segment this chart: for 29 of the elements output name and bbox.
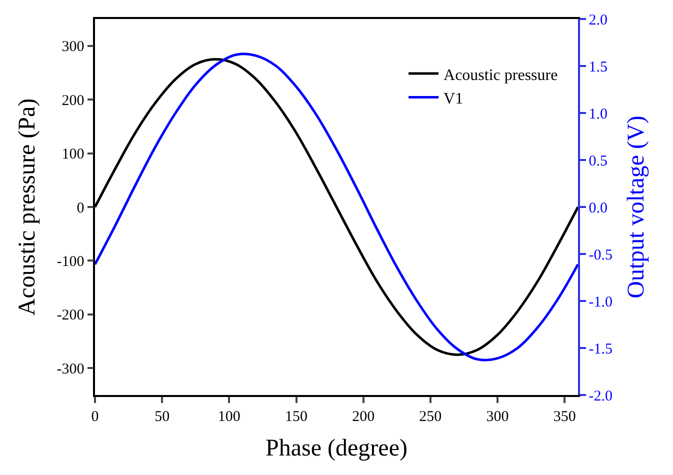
y2-tick-label: 0.5 xyxy=(588,153,608,170)
y-axis-title: Acoustic pressure (Pa) xyxy=(14,98,40,316)
y-tick-label: 200 xyxy=(62,92,84,109)
x-tick-label: 150 xyxy=(285,408,308,425)
y-tick-label: -200 xyxy=(56,308,84,324)
y-tick-label: -300 xyxy=(56,361,84,378)
y-tick-label: 300 xyxy=(62,39,84,56)
x-tick-label: 350 xyxy=(553,408,576,425)
legend-label: V1 xyxy=(444,90,464,108)
x-tick-label: 100 xyxy=(218,408,240,425)
y2-tick-label: 1.0 xyxy=(588,106,608,122)
y2-tick-label: -1.0 xyxy=(588,294,612,310)
x-tick-label: 50 xyxy=(154,408,170,425)
y2-tick-label: -1.5 xyxy=(588,341,612,358)
x-tick-label: 200 xyxy=(352,408,375,425)
y2-tick-label: -2.0 xyxy=(588,388,612,404)
legend-label: Acoustic pressure xyxy=(444,66,558,84)
x-tick-label: 300 xyxy=(486,408,509,425)
y2-tick-label: 0.0 xyxy=(588,200,608,216)
y-tick-label: 100 xyxy=(62,146,84,163)
y2-tick-label: -0.5 xyxy=(588,247,612,264)
y2-axis-title: Output voltage (V) xyxy=(623,116,650,298)
x-tick-label: 250 xyxy=(419,408,442,425)
x-axis-title: Phase (degree) xyxy=(266,436,408,462)
x-tick-label: 0 xyxy=(91,408,99,425)
y-tick-label: -100 xyxy=(56,254,84,270)
y2-tick-label: 1.5 xyxy=(588,59,608,76)
y2-tick-label: 2.0 xyxy=(588,12,608,28)
y-tick-label: 0 xyxy=(76,200,84,216)
